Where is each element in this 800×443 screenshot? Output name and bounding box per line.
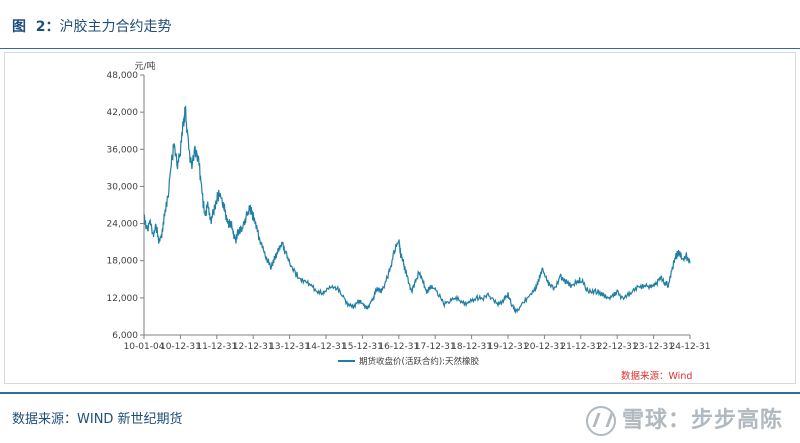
y-tick-label: 18,000	[107, 257, 139, 267]
x-tick-label: 12-12-31	[233, 342, 274, 352]
x-tick-label: 24-12-31	[670, 342, 711, 352]
legend: 期货收盘价(活跃合约):天然橡胶	[338, 356, 479, 367]
x-tick-label: 10-01-04	[124, 342, 165, 352]
y-tick-label: 42,000	[107, 108, 139, 118]
x-tick-label: 11-12-31	[196, 342, 237, 352]
chart-source-annotation: 数据来源：Wind	[621, 370, 692, 382]
source-note: 数据来源：WIND 新世纪期货	[12, 412, 183, 427]
x-tick-label: 10-12-31	[160, 342, 201, 352]
y-tick-label: 6,000	[112, 331, 138, 341]
x-tick-label: 20-12-31	[524, 342, 565, 352]
y-tick-label: 36,000	[107, 145, 139, 155]
y-tick-label: 24,000	[107, 220, 139, 230]
figure-title: 图 2：沪胶主力合约走势	[12, 16, 172, 36]
footer-divider	[0, 392, 800, 394]
x-tick-label: 13-12-31	[269, 342, 310, 352]
x-tick-label: 21-12-31	[560, 342, 601, 352]
legend-label: 期货收盘价(活跃合约):天然橡胶	[359, 356, 479, 367]
x-tick-label: 17-12-31	[415, 342, 456, 352]
x-tick-label: 23-12-31	[633, 342, 674, 352]
series-line-rubber-futures	[143, 105, 691, 315]
y-tick-label: 12,000	[107, 294, 139, 304]
line-chart: 元/吨 6,000 12,000 18,000 24,000 30,000 36,000 4…	[107, 60, 711, 382]
figure-header: 图 2：沪胶主力合约走势	[0, 0, 800, 49]
y-tick-label: 48,000	[107, 71, 139, 81]
figure-title-text: 沪胶主力合约走势	[59, 19, 172, 35]
x-tick-label: 22-12-31	[597, 342, 638, 352]
snowball-logo-icon	[586, 406, 616, 436]
x-tick-label: 18-12-31	[451, 342, 492, 352]
x-axis: 10-01-0410-12-3111-12-3112-12-3113-12-31…	[124, 334, 711, 352]
watermark-text: 雪球：步步高陈	[622, 408, 784, 433]
watermark: 雪球：步步高陈	[586, 402, 783, 436]
figure-label: 图 2：	[12, 19, 60, 35]
chart-container: 元/吨 6,000 12,000 18,000 24,000 30,000 36,000 4…	[4, 52, 796, 384]
x-tick-label: 14-12-31	[306, 342, 347, 352]
x-tick-label: 19-12-31	[488, 342, 529, 352]
x-tick-label: 15-12-31	[342, 342, 383, 352]
y-unit-label: 元/吨	[134, 60, 155, 72]
x-tick-label: 16-12-31	[378, 342, 419, 352]
y-tick-label: 30,000	[107, 182, 139, 192]
y-axis: 6,000 12,000 18,000 24,000 30,000 36,000 42,00…	[107, 71, 145, 341]
series-layer	[143, 105, 691, 315]
